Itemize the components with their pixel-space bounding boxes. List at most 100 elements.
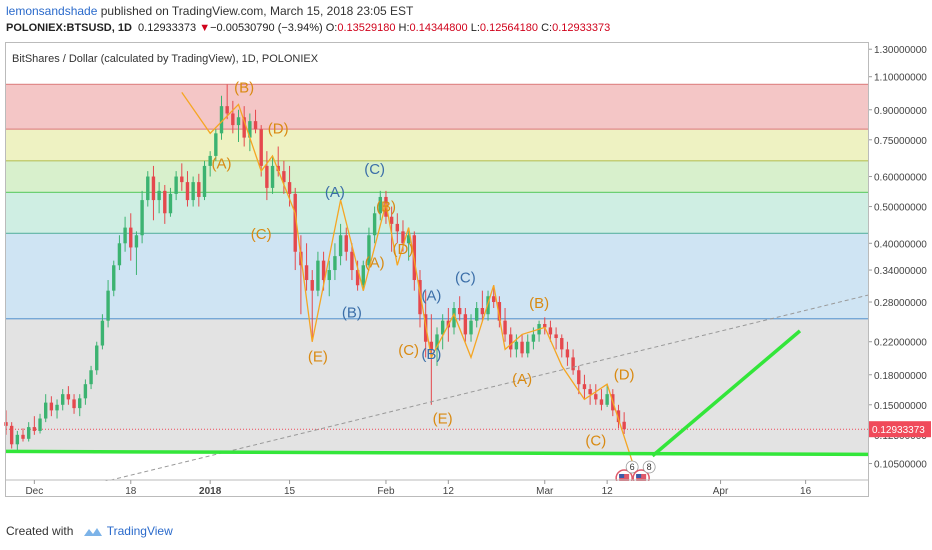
candle-body: [514, 341, 519, 350]
candle-body: [208, 155, 212, 166]
wave-label: (B): [421, 346, 441, 363]
candle-body: [333, 256, 337, 271]
candle-body: [605, 394, 609, 405]
candle-body: [418, 280, 422, 315]
candle-body: [355, 270, 360, 286]
candle-body: [270, 165, 275, 188]
candle-body: [248, 121, 252, 138]
candle-body: [32, 427, 37, 431]
y-tick-label: 0.50000000: [874, 203, 927, 214]
candle-body: [316, 260, 320, 291]
elliott-wave-path: [181, 92, 637, 472]
candle-body: [117, 243, 122, 266]
wave-label: (A): [421, 287, 441, 304]
event-count-badge: [625, 460, 639, 474]
wave-label: (B): [529, 295, 549, 312]
x-tick-label: 12: [443, 486, 455, 497]
candle-body: [43, 402, 48, 419]
open-value: 0.13529180: [337, 22, 396, 34]
candle-body: [452, 308, 456, 328]
y-tick-label: 0.40000000: [874, 239, 927, 250]
candle-body: [276, 165, 280, 172]
event-count-label: 6: [630, 462, 635, 472]
candle-body: [236, 117, 241, 126]
y-tick-label: 0.15000000: [874, 401, 927, 412]
close-label: C:: [541, 22, 553, 34]
candle-body: [38, 418, 42, 431]
publish-line: lemonsandshade published on TradingView.…: [6, 4, 413, 18]
candle-body: [202, 165, 207, 197]
x-tick-label: 16: [800, 486, 812, 497]
candle-body: [509, 334, 513, 350]
candle-body: [474, 308, 479, 321]
candle-body: [395, 223, 400, 232]
chart-frame: [5, 42, 869, 497]
candle-body: [100, 320, 105, 346]
candle-body: [72, 399, 76, 409]
candle-body: [389, 216, 394, 224]
candle-body: [304, 265, 309, 281]
y-tick-label: 0.22000000: [874, 338, 927, 349]
candle-body: [599, 399, 604, 405]
candle-body: [457, 308, 462, 315]
candle-body: [616, 410, 621, 423]
fib-zone: [6, 129, 868, 161]
candle-body: [242, 117, 246, 138]
candle-body: [191, 182, 195, 201]
candle-body: [435, 334, 439, 350]
candle-body: [123, 227, 127, 244]
candle-body: [95, 345, 99, 371]
close-value: 0.12933373: [552, 22, 611, 34]
candle-body: [157, 190, 161, 201]
wave-label: (D): [614, 366, 635, 383]
candle-body: [554, 334, 558, 339]
x-tick-label: 18: [125, 486, 137, 497]
candle-body: [26, 427, 31, 439]
event-count-label: 8: [647, 462, 652, 472]
author-link[interactable]: lemonsandshade: [6, 4, 98, 18]
candle-body: [197, 182, 201, 197]
candle-body: [327, 270, 331, 281]
wave-label: (D): [393, 241, 414, 258]
wave-label: (E): [308, 349, 328, 366]
high-value: 0.14344800: [409, 22, 468, 34]
candle-body: [21, 434, 25, 439]
last-price: 0.12933373: [138, 22, 197, 34]
y-tick-label: 0.75000000: [874, 136, 927, 147]
candle-body: [253, 121, 258, 130]
candle-body: [15, 434, 20, 445]
y-tick-label: 0.34000000: [874, 266, 927, 277]
candle-body: [344, 235, 348, 252]
candle-body: [112, 265, 116, 291]
candle-body: [321, 260, 326, 281]
wave-label: (D): [268, 120, 289, 137]
candle-body: [151, 176, 156, 201]
candle-body: [503, 320, 507, 335]
x-tick-label: Mar: [536, 486, 554, 497]
wave-label: (B): [376, 199, 396, 216]
candle-body: [548, 327, 553, 335]
candle-body: [310, 280, 314, 291]
candle-body: [9, 425, 14, 445]
y-tick-label: 1.10000000: [874, 73, 927, 84]
wave-label: (A): [512, 371, 532, 388]
candle-body: [361, 265, 365, 286]
footer: Created with TradingView: [6, 524, 173, 538]
candle-body: [440, 320, 445, 335]
candle-body: [469, 320, 473, 335]
candle-body: [55, 404, 59, 411]
tradingview-link[interactable]: TradingView: [106, 524, 173, 538]
price-change: −0.00530790 (−3.94%): [210, 22, 323, 34]
candle-body: [185, 182, 190, 201]
wave-label: (C): [398, 342, 419, 359]
wave-label: (A): [212, 155, 232, 172]
y-tick-label: 1.30000000: [874, 45, 927, 56]
candle-body: [526, 341, 530, 354]
created-with-label: Created with: [6, 524, 74, 538]
candle-body: [543, 324, 547, 328]
last-price-badge: [869, 421, 931, 438]
fib-zone: [6, 160, 868, 193]
candle-body: [4, 422, 8, 426]
fib-zone: [6, 233, 868, 319]
